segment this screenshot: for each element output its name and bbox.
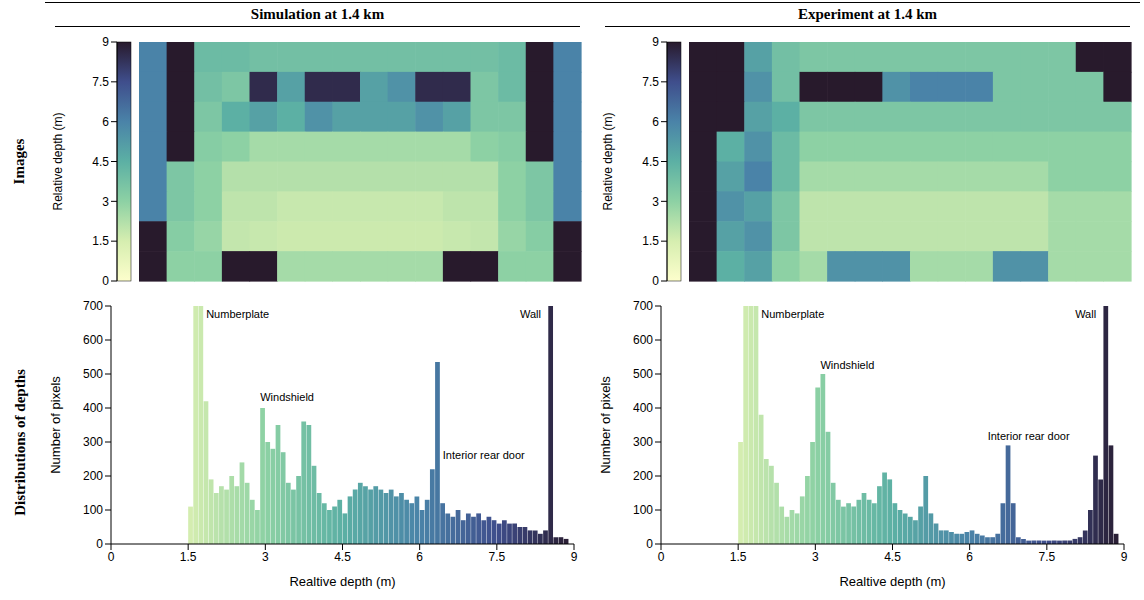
svg-text:6: 6 — [652, 115, 659, 129]
svg-text:4.5: 4.5 — [92, 155, 109, 169]
svg-text:1.5: 1.5 — [730, 550, 747, 564]
svg-text:0: 0 — [646, 537, 653, 551]
svg-text:4.5: 4.5 — [334, 550, 351, 564]
svg-text:Interior rear door: Interior rear door — [988, 430, 1070, 442]
svg-text:600: 600 — [633, 333, 653, 347]
svg-text:3: 3 — [812, 550, 819, 564]
svg-text:Numberplate: Numberplate — [761, 308, 824, 320]
svg-text:Realtive depth (m): Realtive depth (m) — [839, 574, 945, 589]
svg-text:Windshield: Windshield — [260, 391, 314, 403]
svg-text:3: 3 — [652, 195, 659, 209]
svg-text:300: 300 — [83, 435, 103, 449]
svg-text:Numberplate: Numberplate — [206, 308, 269, 320]
svg-text:0: 0 — [658, 550, 665, 564]
svg-text:6: 6 — [102, 115, 109, 129]
svg-text:Wall: Wall — [1075, 308, 1096, 320]
svg-text:7.5: 7.5 — [1038, 550, 1055, 564]
svg-text:0: 0 — [102, 274, 109, 288]
svg-text:9: 9 — [652, 35, 659, 49]
svg-text:Relative depth (m): Relative depth (m) — [601, 112, 615, 210]
svg-text:600: 600 — [83, 333, 103, 347]
svg-text:3: 3 — [102, 195, 109, 209]
svg-text:Relative depth (m): Relative depth (m) — [51, 112, 65, 210]
svg-text:1.5: 1.5 — [180, 550, 197, 564]
svg-text:0: 0 — [96, 537, 103, 551]
svg-text:100: 100 — [633, 503, 653, 517]
svg-text:6: 6 — [966, 550, 973, 564]
svg-text:7.5: 7.5 — [92, 75, 109, 89]
svg-text:400: 400 — [633, 401, 653, 415]
svg-text:Interior rear door: Interior rear door — [443, 449, 525, 461]
svg-text:0: 0 — [652, 274, 659, 288]
svg-text:4.5: 4.5 — [884, 550, 901, 564]
svg-text:0: 0 — [108, 550, 115, 564]
svg-text:4.5: 4.5 — [642, 155, 659, 169]
svg-text:500: 500 — [633, 367, 653, 381]
svg-text:Wall: Wall — [520, 308, 541, 320]
svg-text:700: 700 — [633, 299, 653, 313]
svg-text:Number of pixels: Number of pixels — [598, 376, 613, 474]
html-text:Images: Images — [11, 138, 28, 185]
svg-text:6: 6 — [416, 550, 423, 564]
svg-text:Windshield: Windshield — [820, 359, 874, 371]
svg-text:300: 300 — [633, 435, 653, 449]
svg-text:400: 400 — [83, 401, 103, 415]
svg-text:500: 500 — [83, 367, 103, 381]
svg-text:200: 200 — [83, 469, 103, 483]
html-text:Distributions of depths: Distributions of depths — [11, 368, 28, 516]
html-text:Experiment at 1.4 km: Experiment at 1.4 km — [797, 6, 938, 22]
svg-text:Number of pixels: Number of pixels — [48, 376, 63, 474]
svg-text:1.5: 1.5 — [92, 234, 109, 248]
svg-text:Realtive depth (m): Realtive depth (m) — [289, 574, 395, 589]
svg-text:1.5: 1.5 — [642, 234, 659, 248]
html-text:Simulation at 1.4 km: Simulation at 1.4 km — [250, 6, 385, 22]
svg-text:9: 9 — [571, 550, 578, 564]
svg-text:9: 9 — [1121, 550, 1128, 564]
svg-text:200: 200 — [633, 469, 653, 483]
svg-text:7.5: 7.5 — [488, 550, 505, 564]
svg-text:100: 100 — [83, 503, 103, 517]
svg-text:700: 700 — [83, 299, 103, 313]
svg-text:3: 3 — [262, 550, 269, 564]
svg-text:7.5: 7.5 — [642, 75, 659, 89]
svg-text:9: 9 — [102, 35, 109, 49]
